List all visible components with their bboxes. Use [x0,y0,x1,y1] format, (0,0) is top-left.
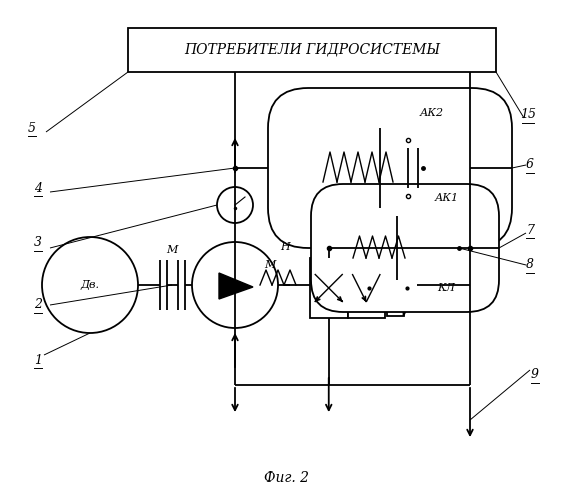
Text: АК1: АК1 [435,193,459,203]
Text: ПОТРЕБИТЕЛИ ГИДРОСИСТЕМЫ: ПОТРЕБИТЕЛИ ГИДРОСИСТЕМЫ [184,43,440,57]
Text: 2: 2 [34,298,42,312]
Text: М: М [166,245,178,255]
Text: 5: 5 [28,122,36,134]
Bar [310,258,347,318]
Text: 4: 4 [34,182,42,194]
Bar [128,28,496,72]
Bar [387,260,404,316]
Polygon shape [219,273,253,299]
Bar [347,258,385,318]
Text: Дв.: Дв. [80,280,99,290]
Text: 3: 3 [34,236,42,250]
Text: 1: 1 [34,354,42,366]
Text: Фиг. 2: Фиг. 2 [265,471,309,485]
Text: М: М [264,260,276,270]
Text: 6: 6 [526,158,534,172]
FancyBboxPatch shape [311,184,499,312]
Text: 7: 7 [526,224,534,236]
Text: 15: 15 [520,108,536,122]
Text: КЛ: КЛ [437,283,455,293]
Text: 9: 9 [531,368,539,382]
Text: Н: Н [280,242,290,252]
Text: 8: 8 [526,258,534,272]
Text: АК2: АК2 [420,108,444,118]
FancyBboxPatch shape [268,88,512,248]
